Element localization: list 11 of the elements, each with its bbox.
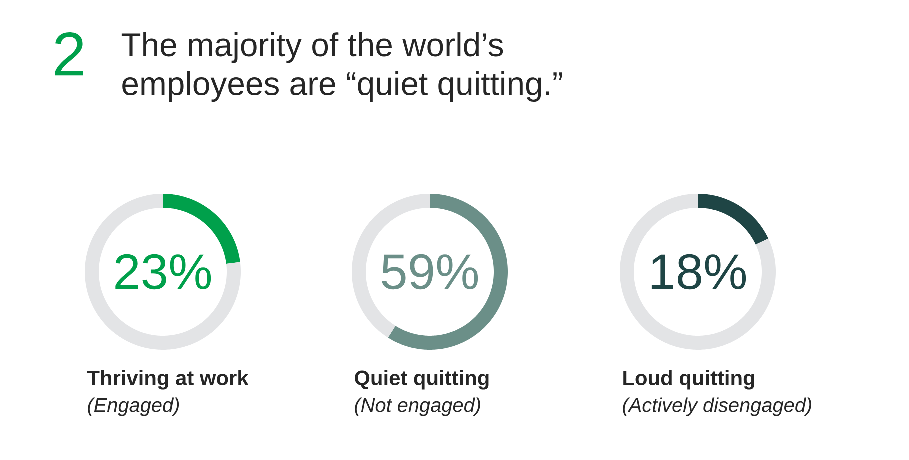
data-label: 59% <box>382 254 478 290</box>
text: 2 <box>55 32 84 76</box>
text: (Actively disengaged) <box>623 398 812 416</box>
data-label: 18% <box>652 254 746 290</box>
text: Loud quitting <box>624 370 754 390</box>
data-label: 23% <box>116 254 212 290</box>
text: The majority of the world’s employees are “quiet quitting.” <box>122 32 562 102</box>
text: (Engaged) <box>88 398 180 416</box>
text: Thriving at work <box>87 370 249 390</box>
text: Quiet quitting <box>355 370 489 390</box>
text: (Not engaged) <box>355 398 480 416</box>
